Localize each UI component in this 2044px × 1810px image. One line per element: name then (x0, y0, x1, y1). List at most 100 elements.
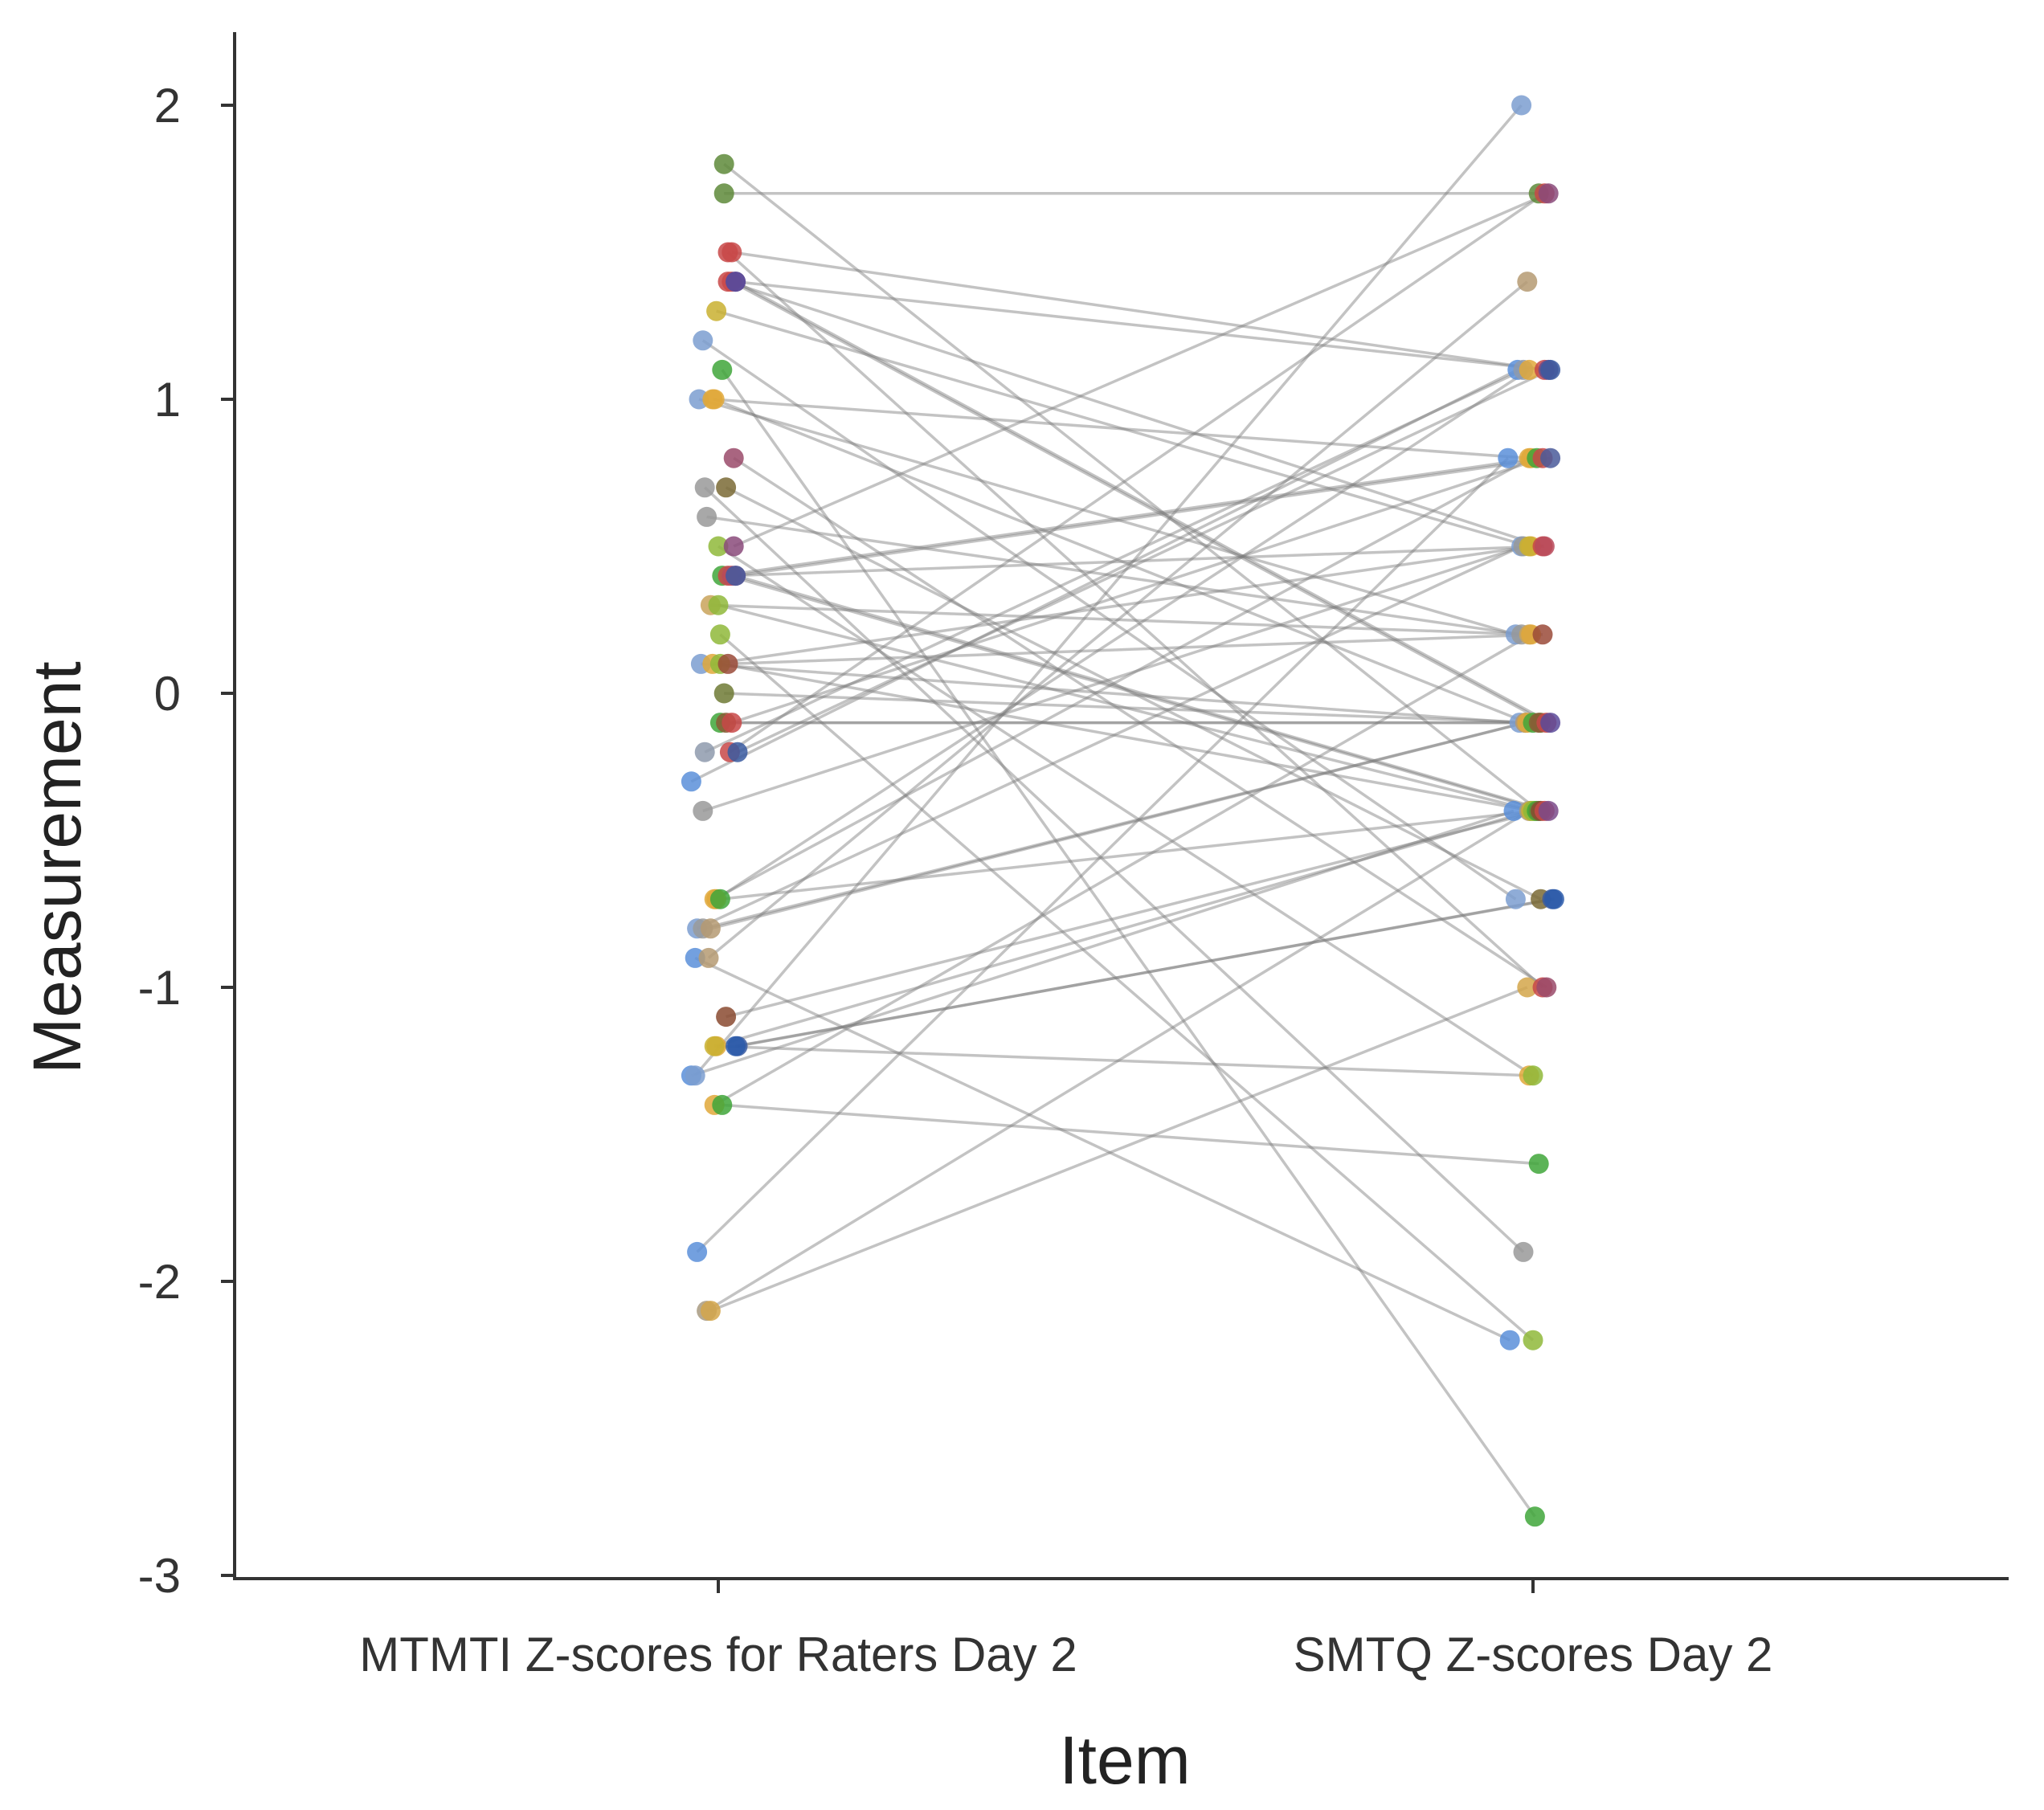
pair-line (704, 486, 1525, 1253)
pair-line (709, 721, 1526, 930)
pair-line (696, 545, 1523, 930)
x-axis-title: Item (1059, 1722, 1190, 1798)
pair-line (712, 398, 1530, 460)
data-point-right (1532, 624, 1553, 645)
pair-line (694, 956, 1511, 1342)
data-point-left (709, 624, 730, 645)
pair-line (731, 456, 1543, 725)
pair-line (690, 368, 1519, 783)
pair-line (717, 603, 1535, 813)
pair-line (713, 633, 1532, 1106)
pair-line (722, 456, 1538, 578)
y-tick-label: 0 (154, 667, 181, 721)
pair-line (706, 515, 1522, 636)
pair-line (704, 368, 1524, 754)
data-point-right (1540, 713, 1561, 733)
pair-line (702, 545, 1524, 813)
data-point-left (704, 1036, 725, 1056)
y-axis-ticks: 2 1 0 -1 -2 -3 (138, 79, 235, 1603)
data-point-left (709, 889, 730, 909)
data-point-left (693, 330, 713, 351)
pair-line (720, 662, 1534, 813)
data-point-left (713, 153, 734, 174)
pair-line (713, 398, 1528, 725)
pair-line (729, 192, 1546, 754)
pair-line (698, 398, 1516, 636)
data-point-right (1540, 359, 1561, 380)
pair-line (734, 280, 1551, 725)
pair-line (733, 456, 1547, 989)
data-point-left (712, 1094, 733, 1115)
y-tick-label: -3 (138, 1549, 181, 1603)
x-axis-ticks: MTMTI Z-scores for Raters Day 2 SMTQ Z-sc… (359, 1579, 1772, 1681)
pair-line (709, 986, 1528, 1313)
data-point-left (708, 536, 729, 557)
x-tick-label: SMTQ Z-scores Day 2 (1294, 1628, 1773, 1681)
data-point-left (723, 536, 744, 557)
x-tick-label: MTMTI Z-scores for Raters Day 2 (359, 1628, 1077, 1681)
data-points (681, 95, 1564, 1527)
pair-line (716, 1044, 1530, 1077)
pair-line (724, 692, 1541, 725)
data-point-right (1543, 889, 1564, 909)
data-point-left (713, 683, 734, 704)
data-point-left (713, 183, 734, 204)
pair-lines (690, 104, 1555, 1518)
pair-line (733, 192, 1549, 548)
pair-line (712, 545, 1531, 666)
pair-line (693, 104, 1523, 1077)
pair-line (735, 574, 1549, 813)
data-point-right (1536, 977, 1557, 998)
pair-line (735, 897, 1555, 1048)
pair-line (723, 162, 1540, 812)
pair-line (719, 633, 1535, 1342)
y-tick-label: -2 (138, 1255, 181, 1309)
data-point-right (1517, 977, 1538, 998)
y-axis-title: Measurement (19, 661, 95, 1074)
pair-line (731, 545, 1545, 578)
pair-line (701, 339, 1517, 901)
pair-line (717, 545, 1534, 1077)
data-point-left (685, 1065, 705, 1086)
pair-line (731, 251, 1545, 372)
data-point-left (700, 1301, 721, 1322)
pair-line (735, 456, 1551, 578)
pair-line (725, 486, 1542, 901)
data-point-left (694, 742, 715, 762)
data-point-left (681, 771, 701, 792)
pair-line (726, 251, 1544, 989)
y-tick-label: 1 (154, 373, 181, 427)
data-point-right (1528, 1154, 1549, 1175)
data-point-left (726, 566, 746, 586)
pair-line (713, 456, 1532, 901)
data-point-left (706, 300, 727, 321)
data-point-right (1519, 359, 1539, 380)
y-tick-label: -1 (138, 961, 181, 1015)
data-point-left (717, 653, 738, 674)
data-point-left (694, 477, 715, 498)
pair-line (702, 721, 1526, 930)
pair-line (701, 662, 1520, 725)
data-point-left (687, 1241, 708, 1262)
pair-line (727, 633, 1543, 666)
pair-line (737, 897, 1553, 1048)
data-point-left (712, 359, 733, 380)
pair-line (707, 280, 1528, 959)
data-point-right (1499, 1330, 1520, 1350)
data-point-left (716, 477, 737, 498)
data-point-left (722, 713, 742, 733)
pair-line (710, 603, 1530, 636)
data-point-left (697, 506, 717, 527)
data-point-left (704, 389, 725, 410)
pair-line (727, 280, 1543, 548)
data-point-right (1523, 1330, 1543, 1350)
pair-line (722, 1103, 1539, 1166)
data-point-left (716, 1007, 737, 1028)
pair-line (713, 809, 1532, 1048)
data-point-right (1524, 1506, 1545, 1527)
data-point-left (708, 594, 729, 615)
data-point-right (1511, 95, 1532, 116)
pair-line (721, 369, 1536, 1518)
pair-line (705, 809, 1531, 1313)
